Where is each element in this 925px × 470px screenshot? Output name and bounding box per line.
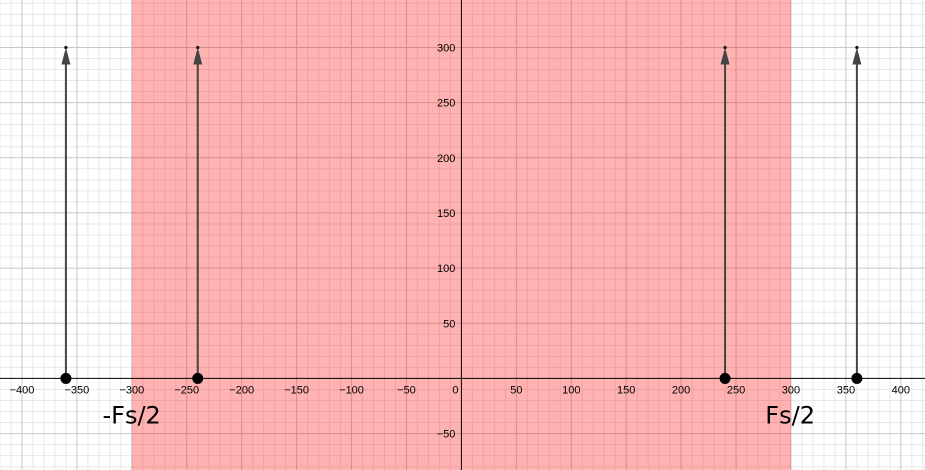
x-tick-label: 350 — [837, 384, 855, 396]
x-tick-label: −300 — [119, 384, 144, 396]
x-tick-label: −100 — [339, 384, 364, 396]
x-tick-label: −150 — [284, 384, 309, 396]
stem-arrowhead — [193, 47, 203, 65]
y-tick-labels: −50 50 100 150 200 250 300 — [437, 42, 456, 440]
x-tick-label: −400 — [10, 384, 35, 396]
x-tick-label: 300 — [782, 384, 800, 396]
stem-arrowhead — [852, 47, 862, 65]
y-tick-label: 100 — [437, 263, 455, 275]
stem-arrowhead — [61, 47, 71, 65]
stem-series — [60, 45, 863, 384]
x-tick-label: −250 — [174, 384, 199, 396]
x-tick-label: 150 — [617, 384, 635, 396]
stem-tip-point — [855, 45, 859, 50]
stem-base-point[interactable] — [851, 372, 863, 384]
x-tick-label: 50 — [510, 384, 522, 396]
x-tick-label: 250 — [727, 384, 745, 396]
annotation-label: -Fs/2 — [103, 401, 161, 429]
y-tick-label: −50 — [437, 429, 456, 441]
stem-tip-point — [64, 45, 68, 50]
stem-base-point[interactable] — [60, 372, 72, 384]
x-tick-labels: −400 −350 −300 −250 −200 −150 −100 −50 0 50 100 150… — [10, 384, 910, 396]
x-tick-label: 400 — [892, 384, 910, 396]
x-tick-label: 200 — [672, 384, 690, 396]
x-tick-label: 0 — [452, 384, 458, 396]
y-tick-label: 200 — [437, 153, 455, 165]
x-tick-label: −350 — [65, 384, 90, 396]
stem-arrowhead — [720, 47, 730, 65]
y-tick-label: 300 — [437, 42, 455, 54]
stem-tip-point — [723, 45, 727, 50]
stem-base-point[interactable] — [192, 372, 204, 384]
annotations: -Fs/2 Fs/2 — [103, 401, 815, 429]
stem-base-point[interactable] — [719, 372, 731, 384]
stem-tip-point — [196, 45, 200, 50]
y-tick-label: 150 — [437, 208, 455, 220]
x-tick-label: 100 — [562, 384, 580, 396]
x-tick-label: −200 — [229, 384, 254, 396]
x-tick-label: −50 — [397, 384, 416, 396]
y-tick-label: 50 — [443, 318, 455, 330]
y-tick-label: 250 — [437, 98, 455, 110]
annotation-label: Fs/2 — [765, 401, 815, 429]
